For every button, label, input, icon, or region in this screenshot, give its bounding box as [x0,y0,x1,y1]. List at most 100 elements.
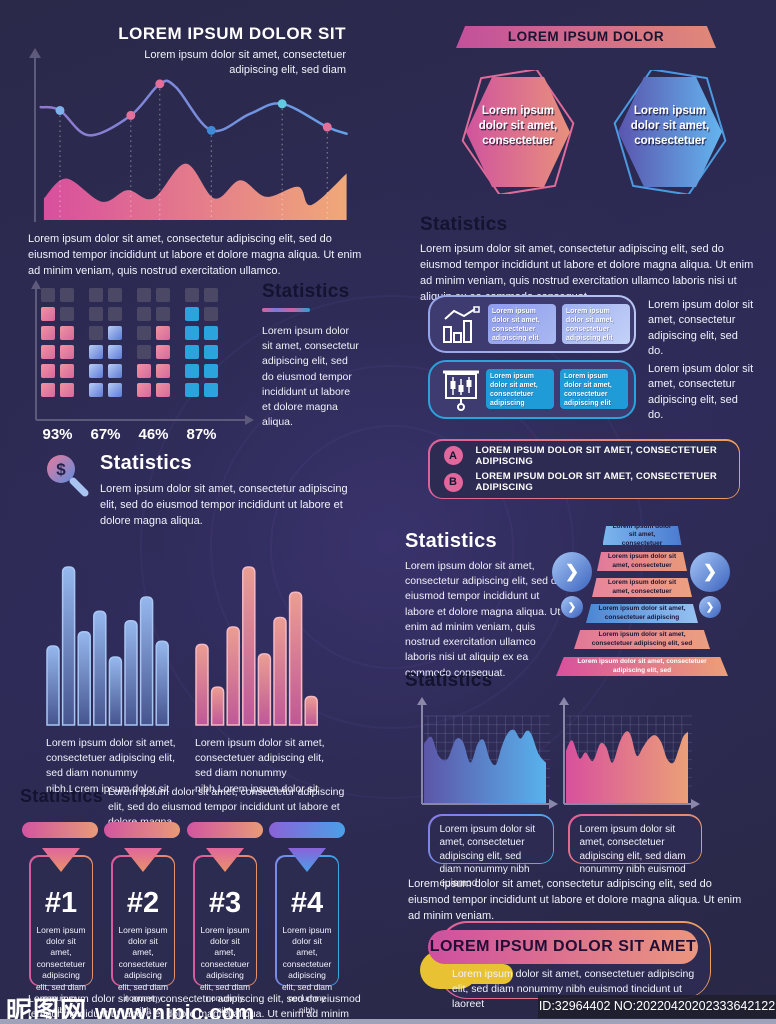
data-point [322,122,332,132]
waffle-chart: 93% 67% 46% 87% [30,278,270,448]
waffle-cell [89,364,103,378]
bottom-strip [0,1019,776,1024]
waffle-cell [89,326,103,340]
waffle-cell [185,288,199,302]
waffle-cell [204,364,218,378]
waffle-cell [204,326,218,340]
ab-item: A LOREM IPSUM DOLOR SIT AMET, CONSECTETU… [443,444,739,467]
pyramid-level: Lorem ipsum dolor sit amet, consectetuer… [556,657,728,676]
ab-letter-badge: B [443,472,463,492]
waffle-cell [108,326,122,340]
bar-chart-blue [46,566,169,726]
area-caption-text: Lorem ipsum dolor sit amet, consectetuer… [439,823,536,889]
card-side-text: Lorem ipsum dolor sit amet, consectetur … [648,363,754,422]
waffle-cell [156,345,170,359]
banner-title: LOREM IPSUM DOLOR SIT AMET [428,930,698,964]
waffle-percent-label: 87% [186,426,217,443]
statistics-heading: Statistics [100,452,192,474]
hexagon-pink [461,70,575,194]
bar [124,619,138,726]
rank-card: #3 Lorem ipsum dolor sit amet, consectet… [193,855,257,1015]
bar [93,610,107,726]
presentation-chart-icon [443,370,479,411]
rank-number: #2 [126,886,160,919]
waffle-cell [60,326,74,340]
ab-item-text: LOREM IPSUM DOLOR SIT AMET, CONSECTETUER… [475,471,717,494]
rank-body: Lorem ipsum dolor sit amet, consectetuer… [199,924,251,1015]
waffle-cell [156,288,170,302]
header: LOREM IPSUM DOLOR SIT Lorem ipsum dolor … [98,24,346,79]
waffle-cell [41,326,55,340]
card-box: Lorem ipsum dolor sit amet, consectetuer… [560,369,628,409]
statistics-heading: Statistics [262,281,350,302]
ab-letter-badge: A [443,446,463,466]
statistics-body: Lorem ipsum dolor sit amet, consectetur … [420,243,754,303]
svg-text:$: $ [56,460,66,479]
intro-paragraph: Lorem ipsum dolor sit amet, consectetur … [28,233,362,277]
data-point [206,125,216,135]
waffle-cell [204,345,218,359]
waffle-cell [185,345,199,359]
bar [226,626,240,726]
line-area-chart [29,48,348,222]
banner-subtitle: Lorem ipsum dolor sit amet, consectetuer… [452,968,695,1011]
ribbon-banner: LOREM IPSUM DOLOR [456,26,716,48]
waffle-cell [137,383,151,397]
waffle-cell [204,288,218,302]
waffle-cell [108,364,122,378]
waffle-cell [156,364,170,378]
ab-list: A LOREM IPSUM DOLOR SIT AMET, CONSECTETU… [428,439,740,499]
waffle-cell [108,288,122,302]
bar [108,656,123,726]
rank-card: #1 Lorem ipsum dolor sit amet, consectet… [29,855,93,1015]
bar [77,631,91,726]
waffle-cell [89,383,103,397]
statistics-heading: Statistics [20,786,104,806]
rank-body: Lorem ipsum dolor sit amet, consectetuer… [281,924,333,1015]
waffle-cell [41,345,55,359]
closing-paragraph: Lorem ipsum dolor sit amet, consectetur … [408,878,742,922]
dollar-magnifier-icon: $ [47,455,89,497]
bar [61,566,76,726]
waffle-cell [108,383,122,397]
waffle-cell [156,307,170,321]
waffle-cell [41,364,55,378]
waffle-cell [60,364,74,378]
rank-pill [22,822,98,838]
rank-number: #1 [44,886,78,919]
statistics-body: Lorem ipsum dolor sit amet, consectetur … [100,483,348,527]
bar-chart-caption: Lorem ipsum dolor sit amet, consectetuer… [195,737,325,795]
rank-card: #4 Lorem ipsum dolor sit amet, consectet… [275,855,339,1015]
waffle-cell [137,326,151,340]
bar [288,591,303,726]
waffle-percent-label: 67% [90,426,121,443]
ab-item-text: LOREM IPSUM DOLOR SIT AMET, CONSECTETUER… [475,444,717,467]
waffle-cell [41,383,55,397]
hexagon-text: Lorem ipsum dolor sit amet, consectetuer [630,105,710,147]
waffle-cell [60,383,74,397]
feature-card: Lorem ipsum dolor sit amet, consectetuer… [428,295,636,353]
bar-chart-pink [195,566,318,726]
pyramid-level: Lorem ipsum dolor sit amet, consectetuer… [574,630,710,649]
statistics-heading: Statistics [405,530,497,552]
statistics-heading: Statistics [405,670,493,691]
statistics-heading: Statistics [420,214,508,235]
bar-chart-caption: Lorem ipsum dolor sit amet, consectetuer… [46,737,176,795]
card-side-text: Lorem ipsum dolor sit amet, consectetur … [648,299,754,358]
statistics-body: Lorem ipsum dolor sit amet, consectetur … [262,325,359,429]
waffle-cell [89,307,103,321]
waffle-cell [89,345,103,359]
hexagon-blue [613,70,727,194]
yellow-highlight [447,964,513,984]
ab-item: B LOREM IPSUM DOLOR SIT AMET, CONSECTETU… [443,471,739,494]
waffle-cell [108,345,122,359]
waffle-cell [204,383,218,397]
data-point [126,110,136,120]
bar [304,695,318,726]
waffle-axes [31,280,254,425]
bar [273,616,287,726]
chevron-right-icon: ❯ [561,596,583,618]
waffle-cell [185,364,199,378]
statistics-block-waffle: Statistics Lorem ipsum dolor sit amet, c… [262,281,359,431]
